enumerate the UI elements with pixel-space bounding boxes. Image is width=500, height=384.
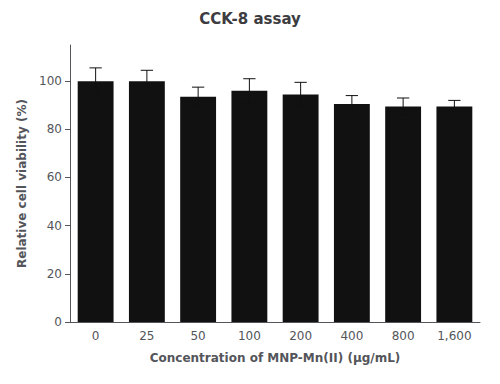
svg-text:20: 20 — [47, 267, 62, 281]
svg-text:25: 25 — [139, 329, 154, 343]
svg-text:Relative cell viability (%): Relative cell viability (%) — [15, 99, 29, 268]
svg-text:60: 60 — [47, 170, 62, 184]
svg-text:0: 0 — [54, 315, 62, 329]
svg-text:50: 50 — [190, 329, 205, 343]
svg-text:800: 800 — [392, 329, 415, 343]
svg-text:Concentration of MNP-Mn(II) (μ: Concentration of MNP-Mn(II) (μg/mL) — [150, 351, 401, 365]
svg-text:100: 100 — [238, 329, 261, 343]
svg-text:100: 100 — [39, 74, 62, 88]
svg-text:80: 80 — [47, 122, 62, 136]
svg-text:200: 200 — [289, 329, 312, 343]
svg-text:0: 0 — [92, 329, 100, 343]
svg-text:400: 400 — [340, 329, 363, 343]
svg-text:40: 40 — [47, 219, 62, 233]
svg-text:CCK-8 assay: CCK-8 assay — [199, 10, 301, 28]
svg-text:1,600: 1,600 — [437, 329, 471, 343]
